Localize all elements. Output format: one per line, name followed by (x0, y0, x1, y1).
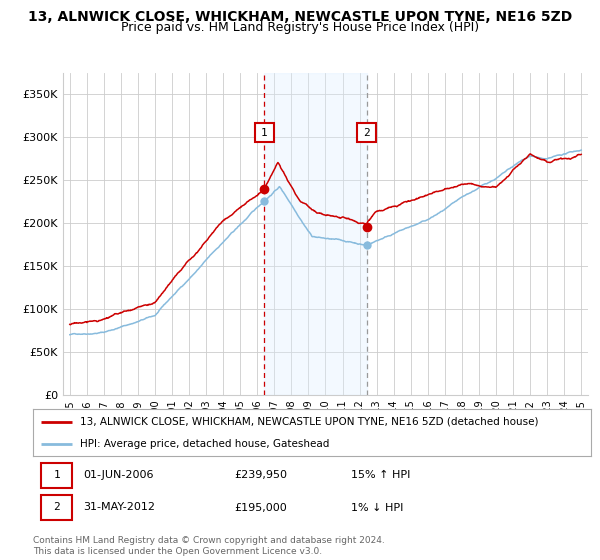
Bar (265, 73, 367, 395)
FancyBboxPatch shape (41, 463, 72, 488)
Text: 13, ALNWICK CLOSE, WHICKHAM, NEWCASTLE UPON TYNE, NE16 5ZD (detached house): 13, ALNWICK CLOSE, WHICKHAM, NEWCASTLE U… (80, 417, 539, 427)
Text: 31-MAY-2012: 31-MAY-2012 (83, 502, 155, 512)
Text: 2: 2 (363, 128, 370, 138)
Text: £239,950: £239,950 (234, 470, 287, 480)
Text: 1: 1 (53, 470, 60, 480)
FancyBboxPatch shape (255, 123, 274, 142)
Text: 13, ALNWICK CLOSE, WHICKHAM, NEWCASTLE UPON TYNE, NE16 5ZD: 13, ALNWICK CLOSE, WHICKHAM, NEWCASTLE U… (28, 10, 572, 24)
Text: 1% ↓ HPI: 1% ↓ HPI (351, 502, 403, 512)
Text: Contains HM Land Registry data © Crown copyright and database right 2024.
This d: Contains HM Land Registry data © Crown c… (33, 536, 385, 556)
Text: 15% ↑ HPI: 15% ↑ HPI (351, 470, 410, 480)
FancyBboxPatch shape (41, 495, 72, 520)
Text: 01-JUN-2006: 01-JUN-2006 (83, 470, 154, 480)
Text: 1: 1 (261, 128, 268, 138)
FancyBboxPatch shape (357, 123, 376, 142)
Text: HPI: Average price, detached house, Gateshead: HPI: Average price, detached house, Gate… (80, 438, 330, 449)
Text: £195,000: £195,000 (234, 502, 287, 512)
Text: 2: 2 (53, 502, 60, 512)
Text: Price paid vs. HM Land Registry's House Price Index (HPI): Price paid vs. HM Land Registry's House … (121, 21, 479, 34)
